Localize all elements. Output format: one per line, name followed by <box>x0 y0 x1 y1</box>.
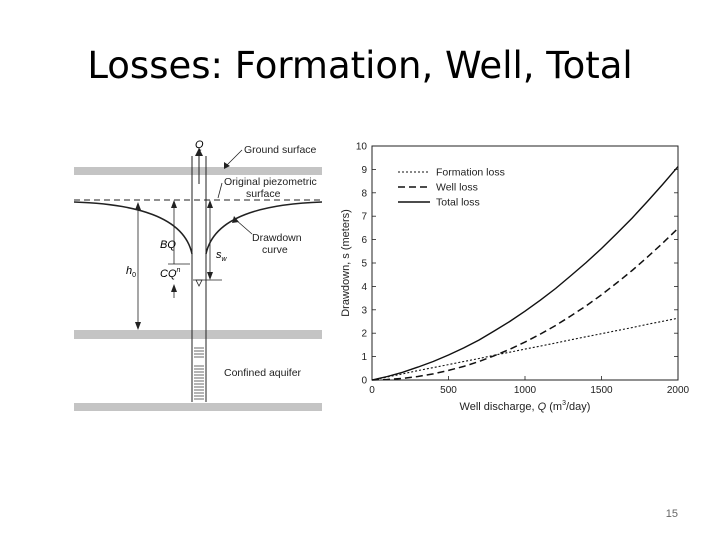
chart-legend: Formation loss Well loss Total loss <box>398 167 505 209</box>
upper-confining-layer <box>74 167 322 175</box>
drawdown-curve-label-1: Drawdown <box>252 232 302 244</box>
y-tick-label: 5 <box>361 259 367 270</box>
sw-label: sw <box>216 249 228 263</box>
well-water-level-marker <box>195 279 203 287</box>
page-number: 15 <box>665 508 678 520</box>
lower-confining-layer <box>74 330 322 339</box>
drawdown-curve-label-2: curve <box>262 244 288 256</box>
confined-aquifer-label: Confined aquifer <box>224 367 302 379</box>
discharge-label: Q <box>195 139 204 151</box>
chart-axes: 0 1 2 3 4 5 6 7 8 9 10 0 500 1000 1500 2000 <box>356 142 690 397</box>
well-screen <box>194 347 204 400</box>
y-tick-label: 2 <box>361 329 367 340</box>
y-tick-label: 7 <box>361 212 367 223</box>
y-tick-label: 4 <box>361 282 367 293</box>
series-line-well-loss <box>371 227 679 381</box>
plot-frame <box>371 145 679 381</box>
piezometric-label-1: Original piezometric <box>224 176 317 188</box>
bq-arrow-top <box>171 200 177 208</box>
series-line-formation-loss <box>371 317 679 381</box>
y-tick-label: 1 <box>361 352 367 363</box>
slide-title: Losses: Formation, Well, Total <box>87 44 633 87</box>
legend-label: Well loss <box>436 182 478 194</box>
x-tick-label: 2000 <box>667 385 690 396</box>
y-tick-label: 3 <box>361 305 367 316</box>
drawdown-chart: 0 1 2 3 4 5 6 7 8 9 10 0 500 1000 1500 2000 Formation l… <box>340 142 690 414</box>
bq-label: BQ <box>160 239 176 251</box>
series-line-total-loss <box>371 166 679 381</box>
x-tick-label: 0 <box>369 385 375 396</box>
x-axis-title: Well discharge, Q (m3/day) <box>460 400 591 413</box>
drawdown-leader-head <box>232 216 239 223</box>
h0-arrow-top <box>135 202 141 210</box>
discharge-arrow-head <box>195 148 203 156</box>
x-tick-label: 1500 <box>590 385 613 396</box>
y-tick-label: 0 <box>361 376 367 387</box>
y-tick-label: 10 <box>356 142 368 153</box>
piezometric-leader <box>217 182 223 199</box>
drawdown-curve-right <box>205 201 323 255</box>
ground-surface-label: Ground surface <box>244 144 317 156</box>
drawdown-curve-left <box>74 201 193 255</box>
y-tick-label: 6 <box>361 235 367 246</box>
cqn-label: CQn <box>160 267 181 280</box>
legend-label: Total loss <box>436 197 480 209</box>
legend-label: Formation loss <box>436 167 505 179</box>
ground-surface-leader-head <box>224 162 230 169</box>
chart-series <box>371 166 679 381</box>
h0-label: h0 <box>126 265 136 279</box>
ground-surface-leader <box>225 149 243 167</box>
h0-arrow-bottom <box>135 322 141 330</box>
y-tick-label: 9 <box>361 165 367 176</box>
sw-arrow-bottom <box>207 272 213 280</box>
x-tick-label: 1000 <box>514 385 537 396</box>
sw-arrow-top <box>207 200 213 208</box>
x-tick-label: 500 <box>440 385 457 396</box>
piezometric-label-2: surface <box>246 188 281 200</box>
y-axis-title: Drawdown, s (meters) <box>340 209 352 317</box>
y-tick-label: 8 <box>361 188 367 199</box>
drawdown-leader <box>235 219 253 235</box>
well-cross-section-diagram: Q BQ CQn h0 sw Ground surface Original p… <box>74 139 323 411</box>
bottom-confining-layer <box>74 403 322 411</box>
cqn-arrow <box>171 284 177 292</box>
